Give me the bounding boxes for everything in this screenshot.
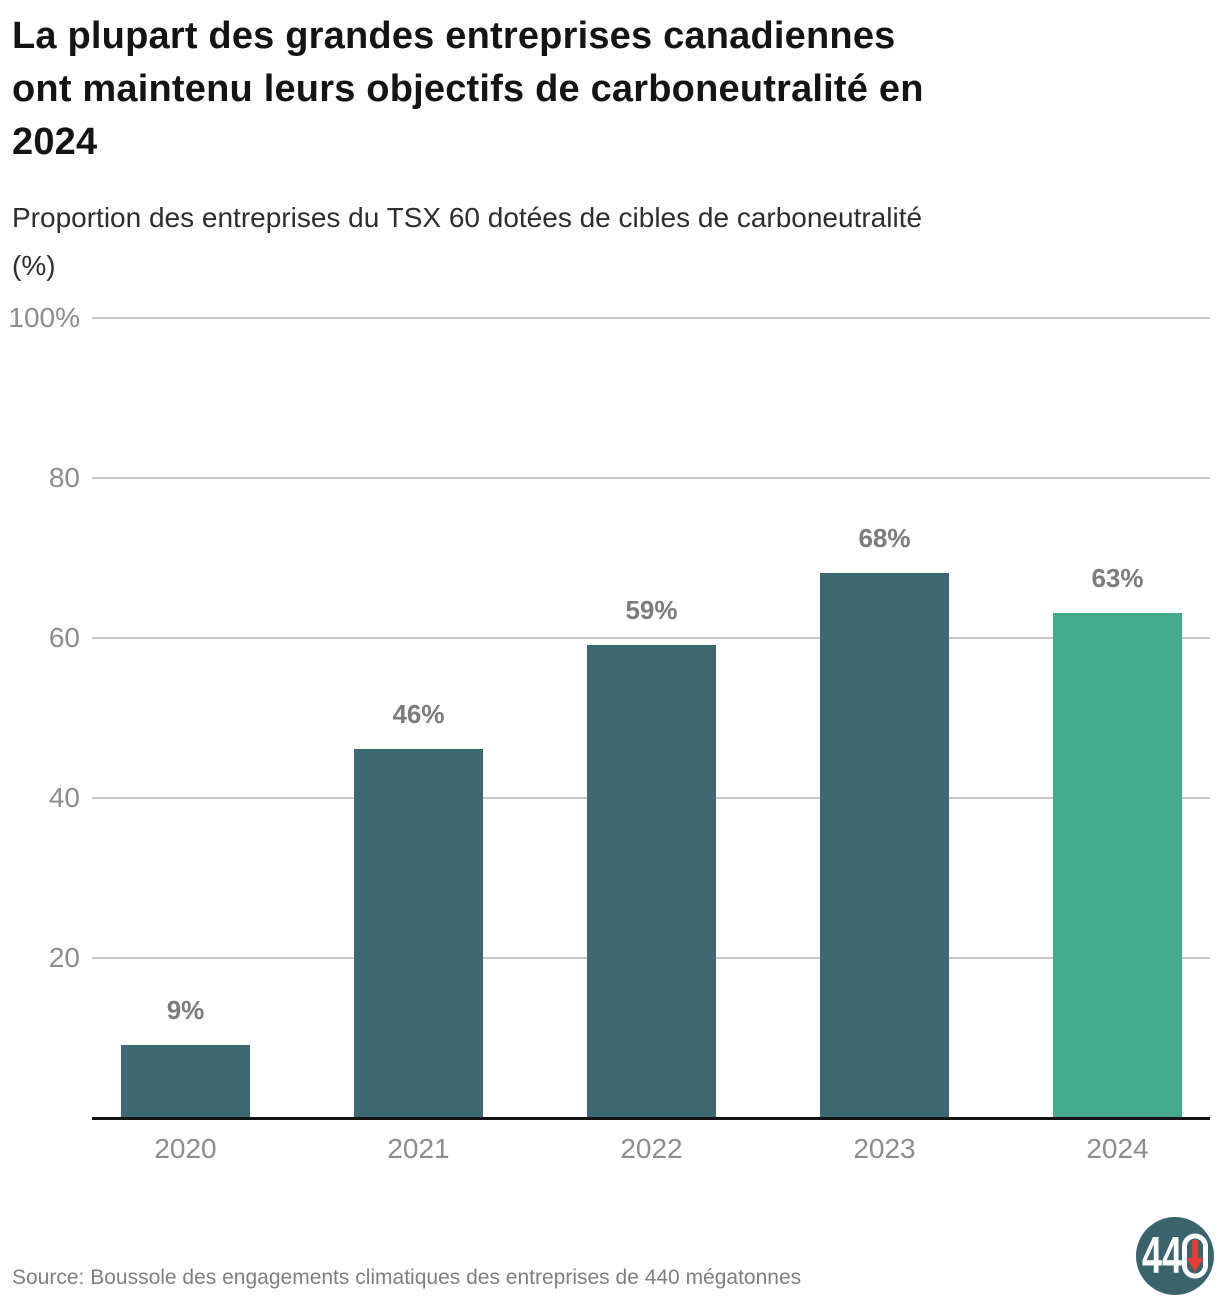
- x-tick-label-2024: 2024: [1086, 1133, 1149, 1164]
- bar-value-label-2021: 46%: [392, 699, 445, 729]
- bar-2020: [121, 1045, 250, 1117]
- y-tick-label-20: 20: [48, 942, 80, 973]
- logo-440-megatonnes: 44: [1136, 1217, 1214, 1295]
- source-note: Source: Boussole des engagements climati…: [12, 1266, 802, 1289]
- x-tick-label-2022: 2022: [620, 1133, 683, 1164]
- x-tick-label-2020: 2020: [154, 1133, 217, 1164]
- y-tick-label-100: 100%: [8, 302, 80, 333]
- logo-digits: 44: [1142, 1227, 1182, 1285]
- chart-subtitle-line-1: Proportion des entreprises du TSX 60 dot…: [12, 202, 923, 233]
- chart-subtitle-line-2: (%): [12, 250, 56, 281]
- chart-title-line-2: ont maintenu leurs objectifs de carboneu…: [12, 68, 924, 110]
- gridline-80: [92, 477, 1210, 479]
- y-tick-label-80: 80: [48, 462, 80, 493]
- bar-2023: [820, 573, 949, 1117]
- bar-value-label-2023: 68%: [858, 523, 911, 553]
- x-axis-line: [92, 1117, 1210, 1120]
- chart-subtitle: Proportion des entreprises du TSX 60 dot…: [12, 194, 1208, 290]
- bar-value-label-2022: 59%: [625, 595, 678, 625]
- bar-value-label-2020: 9%: [166, 995, 205, 1025]
- chart-title: La plupart des grandes entreprises canad…: [12, 10, 1208, 169]
- gridline-60: [92, 637, 1210, 639]
- logo-zero-ring: [1182, 1233, 1208, 1279]
- gridline-100: [92, 317, 1210, 319]
- bar-2024: [1053, 613, 1182, 1117]
- y-tick-label-40: 40: [48, 782, 80, 813]
- x-tick-label-2021: 2021: [387, 1133, 450, 1164]
- bar-2022: [587, 645, 716, 1117]
- chart-title-line-3: 2024: [12, 121, 98, 163]
- logo-down-arrow-icon: [1186, 1240, 1204, 1272]
- bar-2021: [354, 749, 483, 1117]
- x-tick-label-2023: 2023: [853, 1133, 916, 1164]
- chart-title-line-1: La plupart des grandes entreprises canad…: [12, 15, 896, 57]
- bar-value-label-2024: 63%: [1091, 563, 1144, 593]
- y-tick-label-60: 60: [48, 622, 80, 653]
